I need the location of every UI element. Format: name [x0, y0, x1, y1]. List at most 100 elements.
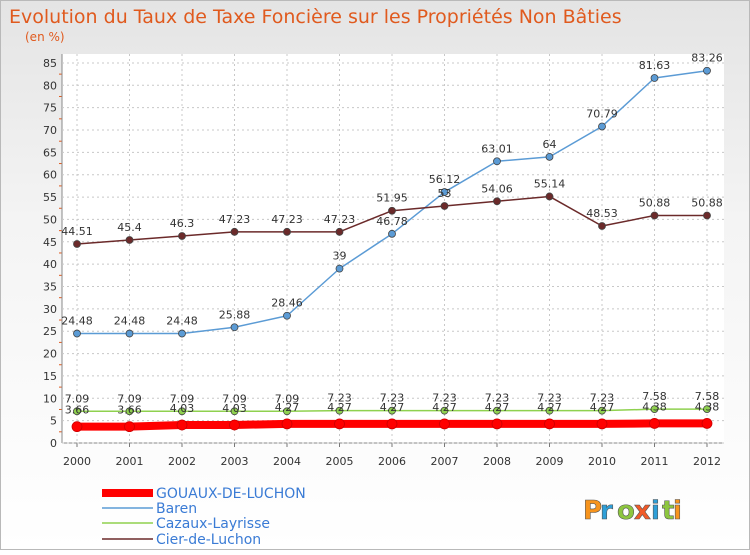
data-label: 24.48: [61, 315, 93, 328]
data-point: [335, 264, 344, 273]
data-point: [178, 329, 186, 338]
data-point: [650, 405, 659, 414]
data-label: 7.09: [275, 392, 300, 405]
data-label: 47.23: [271, 213, 303, 226]
x-tick-label: 2001: [116, 455, 144, 468]
y-tick-label: 25: [43, 325, 57, 338]
legend-label: Baren: [156, 501, 197, 517]
data-label: 24.48: [114, 315, 146, 328]
x-tick-label: 2005: [326, 455, 354, 468]
x-tick-label: 2006: [378, 455, 406, 468]
data-point: [440, 406, 449, 415]
y-tick-label: 55: [43, 191, 57, 204]
data-point: [491, 418, 503, 430]
data-label: 3.66: [117, 404, 142, 417]
x-tick-label: 2011: [641, 455, 669, 468]
data-label: 24.48: [166, 315, 198, 328]
brand-letter: x: [634, 496, 651, 526]
data-point: [650, 211, 659, 220]
data-point: [388, 206, 396, 215]
data-point: [598, 122, 606, 131]
data-label: 48.53: [586, 207, 618, 220]
data-point: [703, 66, 711, 75]
x-tick-label: 2010: [588, 455, 616, 468]
x-tick-label: 2003: [221, 455, 249, 468]
chart-title: Evolution du Taux de Taxe Foncière sur l…: [9, 6, 622, 28]
data-label: 4.27: [327, 401, 352, 414]
data-label: 7.58: [695, 390, 720, 403]
data-point: [335, 227, 344, 236]
data-point: [229, 419, 240, 431]
y-tick-label: 15: [43, 370, 57, 383]
data-label: 81.63: [639, 59, 671, 72]
data-label: 7.23: [327, 392, 352, 405]
data-point: [545, 192, 554, 201]
data-label: 7.23: [380, 392, 405, 405]
x-tick-label: 2002: [168, 455, 196, 468]
data-label: 53: [438, 187, 452, 200]
x-tick-label: 2007: [431, 455, 459, 468]
data-label: 63.01: [481, 142, 513, 155]
data-point: [230, 407, 239, 416]
brand-letter: i: [673, 496, 682, 526]
data-label: 7.09: [170, 392, 195, 405]
y-tick-label: 75: [43, 102, 57, 115]
y-tick-label: 5: [50, 415, 57, 428]
data-label: 7.09: [65, 392, 90, 405]
data-point: [493, 406, 501, 415]
data-point: [283, 311, 291, 320]
data-point: [703, 211, 711, 220]
data-label: 47.23: [219, 213, 251, 226]
y-tick-label: 85: [43, 57, 57, 70]
data-point: [440, 188, 449, 196]
y-tick-label: 20: [43, 348, 57, 361]
brand-letter: t: [662, 496, 674, 526]
data-point: [230, 227, 239, 236]
data-label: 44.51: [61, 225, 93, 238]
y-tick-label: 70: [43, 124, 57, 137]
legend: GOUAUX-DE-LUCHONBarenCazaux-LayrisseCier…: [102, 486, 306, 548]
data-point: [596, 418, 608, 430]
brand-letter: P: [583, 496, 602, 526]
brand-logo: Pr o x i ti: [583, 496, 683, 527]
data-label: 4.27: [590, 401, 615, 414]
brand-letter: r: [600, 496, 613, 526]
data-label: 4.03: [222, 402, 247, 415]
data-label: 7.23: [590, 392, 615, 405]
data-label: 64: [543, 138, 557, 151]
data-point: [281, 418, 293, 430]
y-tick-label: 40: [43, 258, 57, 271]
y-tick-label: 80: [43, 79, 57, 92]
data-point: [440, 202, 449, 210]
data-point: [544, 418, 555, 430]
data-point: [598, 406, 606, 415]
data-label: 54.06: [481, 182, 513, 195]
data-label: 7.58: [642, 390, 667, 403]
data-point: [73, 329, 81, 338]
x-tick-label: 2000: [63, 455, 91, 468]
data-point: [283, 227, 291, 236]
data-point: [650, 74, 659, 82]
data-point: [125, 407, 134, 416]
data-label: 4.27: [275, 401, 300, 414]
brand-letter: o: [617, 496, 635, 526]
data-label: 28.46: [271, 297, 303, 310]
data-label: 4.38: [695, 400, 720, 413]
y-tick-label: 65: [43, 146, 57, 159]
brand-letter: i: [651, 496, 660, 526]
data-point: [335, 406, 344, 415]
data-label: 56.12: [429, 173, 461, 186]
data-point: [176, 419, 188, 431]
data-point: [178, 232, 186, 240]
data-label: 7.23: [432, 392, 457, 405]
legend-label: GOUAUX-DE-LUCHON: [156, 486, 306, 502]
legend-label: Cier-de-Luchon: [156, 532, 261, 548]
data-point: [334, 418, 345, 430]
data-label: 4.03: [170, 402, 195, 415]
data-label: 7.23: [537, 392, 562, 405]
data-label: 83.26: [691, 52, 723, 65]
y-axis-unit-label: (en %): [25, 30, 65, 44]
x-tick-label: 2009: [536, 455, 564, 468]
data-label: 70.79: [586, 107, 618, 120]
